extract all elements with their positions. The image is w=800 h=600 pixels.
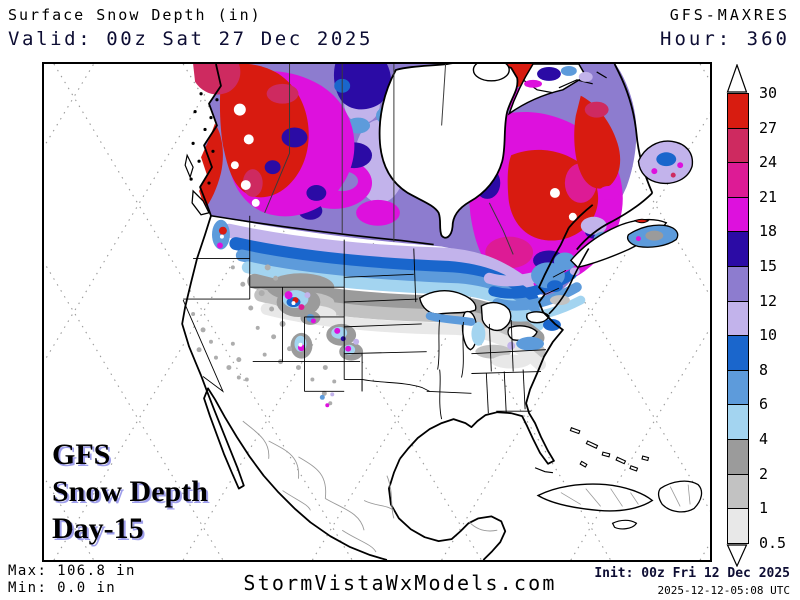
colorbar-segment [728, 266, 748, 302]
min-value-label: Min: 0.0 in [8, 580, 117, 596]
mexico-state-borders [242, 420, 498, 553]
lake-effect-snow [425, 311, 561, 369]
atlantic-canada [627, 140, 694, 248]
colorbar-segment [728, 301, 748, 337]
colorbar-tick-label: 30 [759, 84, 778, 102]
us-canada-border [210, 214, 590, 315]
model-name-label: GFS-MAXRES [669, 6, 790, 24]
province-borders [264, 64, 514, 255]
caribbean-islands [534, 427, 703, 530]
bc-coastal-islands [184, 92, 219, 216]
colorbar-tick-label: 1 [759, 499, 769, 518]
map-panel: GFS Snow Depth Day-15 [42, 62, 712, 562]
colorbar-labels: 30 27 24 21 18 15 12 10 8 6 4 2 1 0.5 [759, 64, 797, 584]
site-watermark: StormVistaWxModels.com [243, 571, 557, 595]
max-value-label: Max: 106.8 in [8, 563, 136, 579]
colorbar-segment [728, 474, 748, 510]
map-label-field: Snow Depth [52, 475, 208, 508]
map-label-day: Day-15 [52, 512, 144, 545]
colorbar-segments [727, 93, 749, 544]
colorbar-tick-label: 6 [759, 395, 769, 414]
rockies-snow-clusters [191, 219, 364, 408]
page-title: Surface Snow Depth (in) [8, 6, 262, 24]
colorbar-arrow-up-icon [726, 64, 748, 93]
colorbar-tick-label: 12 [759, 291, 778, 310]
colorbar-tick-label: 10 [759, 326, 778, 345]
state-borders [182, 215, 567, 420]
init-time-label: Init: 00z Fri 12 Dec 2025 [594, 566, 790, 581]
colorbar-segment [728, 370, 748, 406]
hudson-bay [378, 64, 587, 239]
colorbar-tick-label: 4 [759, 430, 769, 448]
colorbar-arrow-down-icon [726, 544, 748, 567]
colorbar-segment [728, 128, 748, 164]
colorbar: 30 27 24 21 18 15 12 10 8 6 4 2 1 0.5 [726, 64, 798, 584]
colorbar-segment [728, 439, 748, 475]
colorbar-tick-label: 0.5 [759, 533, 787, 552]
great-lakes [418, 289, 550, 351]
colorbar-tick-label: 27 [759, 118, 778, 137]
colorbar-tick-label: 15 [759, 257, 778, 275]
colorbar-segment [728, 232, 748, 267]
snow-depth-map [44, 64, 710, 560]
forecast-hour-label: Hour: 360 [660, 28, 790, 50]
colorbar-segment [728, 197, 748, 233]
colorbar-tick-label: 18 [759, 222, 778, 241]
colorbar-tick-label: 21 [759, 187, 778, 206]
colorbar-tick-label: 8 [759, 360, 769, 379]
map-label-model: GFS [52, 438, 111, 471]
colorbar-segment [728, 163, 748, 198]
valid-time-label: Valid: 00z Sat 27 Dec 2025 [8, 28, 374, 50]
baffin-snow [524, 65, 593, 88]
colorbar-segment [728, 405, 748, 440]
colorbar-segment [728, 94, 748, 129]
colorbar-tick-label: 24 [759, 153, 778, 172]
coastlines [181, 64, 654, 560]
colorbar-segment [728, 509, 748, 543]
colorbar-segment [728, 336, 748, 371]
generated-time-label: 2025-12-12-05:08 UTC [657, 584, 790, 597]
colorbar-tick-label: 2 [759, 464, 769, 483]
map-overlay-label: GFS Snow Depth Day-15 [52, 436, 208, 547]
